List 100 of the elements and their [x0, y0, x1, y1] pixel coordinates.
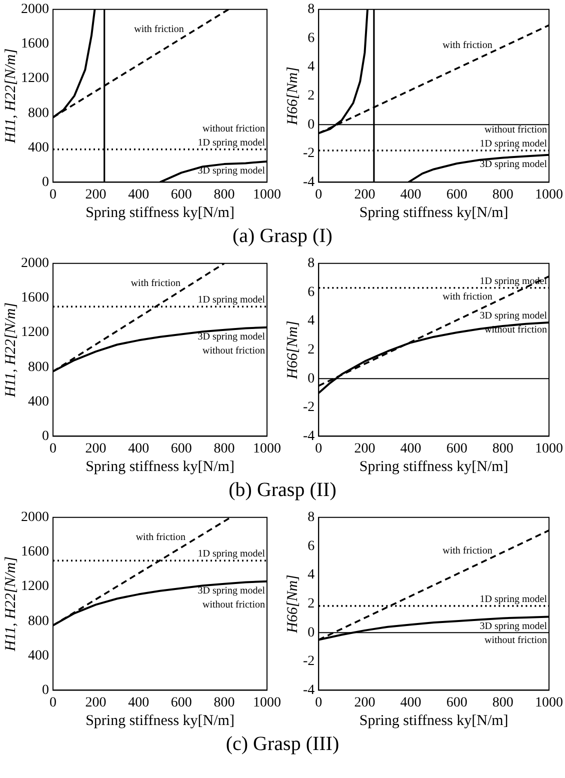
y-axis-title: H11, H22[N/m] [2, 556, 19, 652]
x-axis-title: Spring stiffness ky[N/m] [86, 712, 234, 729]
y-tick-label: 0 [308, 117, 315, 132]
annotation: without friction [202, 599, 265, 610]
y-axis-title: H66[Nm] [284, 574, 301, 634]
x-tick-label: 200 [354, 695, 376, 710]
x-tick-label: 400 [400, 441, 422, 456]
y-tick-label: 6 [308, 284, 315, 300]
y-tick-label: 8 [308, 510, 315, 526]
y-tick-label: -4 [302, 682, 315, 698]
y-tick-label: 8 [308, 2, 315, 18]
x-tick-label: 400 [400, 695, 422, 710]
series-label: with friction [442, 291, 492, 302]
x-tick-label: 600 [170, 187, 192, 202]
x-axis-title: Spring stiffness ky[N/m] [86, 458, 234, 475]
y-axis-title: H11, H22[N/m] [2, 48, 19, 144]
series-label: with friction [136, 532, 186, 544]
x-tick-label: 200 [85, 187, 106, 202]
y-tick-label: -2 [302, 400, 315, 416]
annotation: without friction [484, 124, 547, 136]
y-tick-label: 1200 [21, 71, 49, 86]
series-label: 1D spring model [198, 137, 266, 148]
x-tick-label: 1000 [535, 187, 563, 202]
y-tick-label: 2000 [21, 510, 49, 526]
text: (b) Grasp (II) [228, 478, 338, 503]
y-axis-title: H11, H22[N/m] [2, 302, 19, 398]
x-tick-label: 800 [214, 441, 235, 456]
y-tick-label: 1600 [21, 290, 49, 306]
series-label: 1D spring model [198, 294, 266, 306]
y-tick-label: 1600 [21, 544, 49, 560]
y-tick-label: 400 [28, 394, 49, 410]
y-tick-label: 800 [28, 106, 49, 121]
y-tick-label: 0 [42, 428, 49, 444]
series-label: 3D spring model [480, 620, 548, 632]
y-tick-label: 6 [308, 30, 315, 46]
text: (a) Grasp (I) [232, 224, 334, 249]
y-tick-label: 8 [308, 256, 315, 272]
x-axis-title: Spring stiffness ky[N/m] [359, 458, 508, 475]
y-tick-label: 0 [42, 174, 49, 190]
x-axis-title: Spring stiffness ky[N/m] [359, 712, 508, 729]
y-tick-label: 2 [308, 88, 315, 104]
x-tick-label: 400 [128, 441, 150, 456]
annotation: without friction [484, 634, 547, 646]
x-tick-label: 600 [446, 187, 468, 202]
x-tick-label: 800 [492, 187, 514, 202]
x-tick-label: 200 [85, 441, 106, 456]
series-label: 3D spring model [198, 331, 266, 342]
y-tick-label: 800 [28, 614, 49, 629]
series-label: 3D spring model [480, 310, 548, 322]
y-tick-label: 1600 [21, 36, 49, 52]
y-axis-title: H66[Nm] [284, 66, 301, 126]
x-tick-label: 1000 [253, 187, 281, 202]
y-tick-label: 0 [42, 682, 49, 698]
x-tick-label: 1000 [253, 441, 281, 456]
series-label: with friction [442, 545, 492, 556]
text: (c) Grasp (III) [224, 732, 340, 757]
x-axis-title: Spring stiffness ky[N/m] [86, 204, 234, 221]
x-tick-label: 800 [214, 695, 235, 710]
y-tick-label: 400 [28, 140, 49, 156]
x-tick-label: 600 [170, 441, 192, 456]
x-tick-label: 200 [354, 441, 376, 456]
x-tick-label: 400 [128, 695, 150, 710]
y-tick-label: -2 [302, 654, 315, 670]
series-label: with friction [134, 24, 184, 36]
x-tick-label: 800 [492, 441, 514, 456]
y-tick-label: 800 [28, 360, 49, 375]
series-label: with friction [130, 278, 181, 290]
x-tick-label: 800 [492, 695, 514, 710]
y-tick-label: -2 [302, 146, 315, 162]
series-label: 1D spring model [198, 548, 266, 560]
series-label: 1D spring model [480, 138, 548, 150]
x-tick-label: 1000 [535, 695, 563, 710]
y-tick-label: 6 [308, 538, 315, 554]
x-tick-label: 400 [400, 187, 422, 202]
annotation: without friction [202, 123, 265, 134]
y-tick-label: 2000 [21, 2, 49, 18]
x-tick-label: 1000 [253, 695, 281, 710]
y-tick-label: 1200 [21, 579, 49, 594]
y-tick-label: 2 [308, 342, 315, 358]
x-tick-label: 200 [85, 695, 106, 710]
series-label: 1D spring model [480, 594, 548, 605]
y-tick-label: 2000 [21, 256, 49, 272]
x-tick-label: 1000 [535, 441, 563, 456]
y-tick-label: 4 [308, 314, 315, 329]
y-tick-label: -4 [302, 174, 315, 190]
x-tick-label: 600 [446, 695, 468, 710]
y-tick-label: -4 [302, 428, 315, 444]
y-tick-label: 400 [28, 648, 49, 664]
x-tick-label: 400 [128, 187, 150, 202]
y-tick-label: 4 [308, 60, 315, 75]
y-tick-label: 1200 [21, 325, 49, 340]
annotation: without friction [202, 345, 265, 356]
x-tick-label: 800 [214, 187, 235, 202]
series-label: 3D spring model [480, 158, 548, 170]
x-axis-title: Spring stiffness ky[N/m] [359, 204, 508, 221]
y-tick-label: 4 [308, 568, 315, 583]
x-tick-label: 600 [170, 695, 192, 710]
y-tick-label: 0 [308, 371, 315, 386]
x-tick-label: 200 [354, 187, 376, 202]
y-axis-title: H66[Nm] [284, 320, 301, 380]
